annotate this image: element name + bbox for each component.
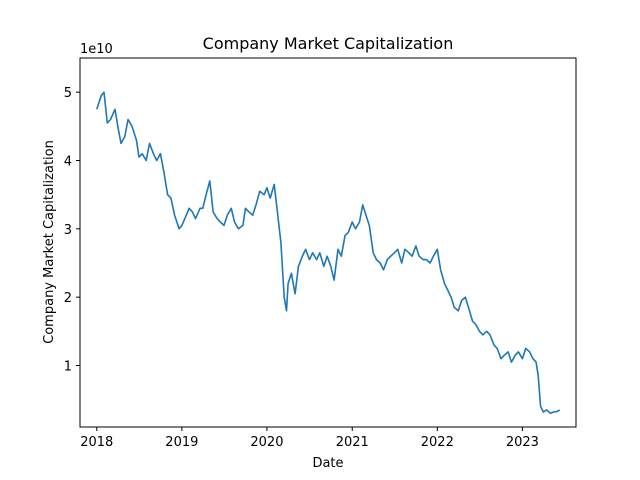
x-tick-label: 2019 [165,435,198,450]
x-tick-label: 2023 [506,435,539,450]
y-tick-label: 2 [64,291,72,306]
plot-frame [79,57,577,428]
x-tick-label: 2021 [336,435,369,450]
chart-title: Company Market Capitalization [203,34,454,53]
y-axis-label: Company Market Capitalization [42,140,57,344]
x-tick-label: 2022 [421,435,454,450]
x-tick-label: 2020 [250,435,283,450]
series-line [96,91,561,415]
y-tick-label: 3 [64,223,72,238]
y-scale-label: 1e10 [80,42,113,57]
y-axis-ticks: 1 2 3 4 5 [64,86,80,375]
y-tick-label: 1 [64,360,72,375]
x-tick-label: 2018 [80,435,113,450]
y-tick-label: 4 [64,155,72,170]
y-tick-label: 5 [64,86,72,101]
x-axis-label: Date [312,456,343,471]
x-axis-ticks: 2018 2019 2020 2021 2022 2023 [80,427,539,450]
